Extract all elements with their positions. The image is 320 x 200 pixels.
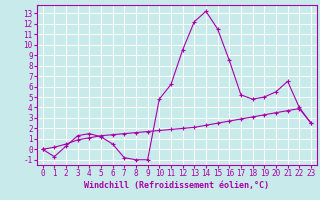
X-axis label: Windchill (Refroidissement éolien,°C): Windchill (Refroidissement éolien,°C) xyxy=(84,181,269,190)
